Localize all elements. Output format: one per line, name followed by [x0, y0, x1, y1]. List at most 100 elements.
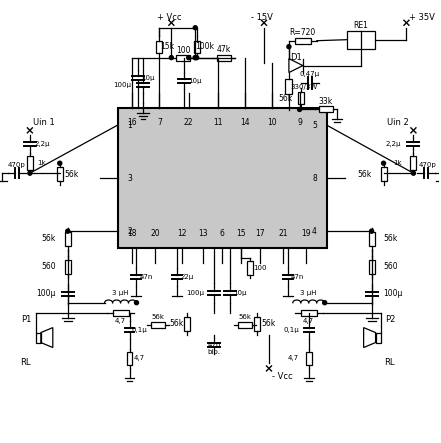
Text: 56k: 56k [152, 314, 165, 320]
Text: + 35V: + 35V [409, 13, 435, 22]
Text: 10µ: 10µ [233, 290, 247, 296]
Text: 3: 3 [127, 174, 132, 183]
Bar [112, 310, 128, 316]
Text: 6: 6 [220, 229, 224, 238]
Circle shape [323, 301, 327, 305]
Text: 16: 16 [127, 118, 137, 128]
Circle shape [135, 301, 138, 305]
Text: 20: 20 [150, 229, 160, 238]
Text: 2,2µ: 2,2µ [34, 141, 49, 147]
Bar [347, 31, 374, 49]
Text: 1k: 1k [393, 160, 401, 166]
Text: 10: 10 [268, 118, 277, 128]
Text: 47µ: 47µ [208, 342, 221, 347]
Text: 19: 19 [301, 229, 310, 238]
Text: + Vcc: + Vcc [157, 13, 182, 22]
Text: 100µ: 100µ [186, 290, 204, 296]
Circle shape [187, 56, 191, 60]
Text: RE1: RE1 [353, 21, 368, 30]
Text: 0,1µ: 0,1µ [283, 326, 299, 333]
Text: RL: RL [384, 358, 395, 367]
Text: 56k: 56k [262, 319, 276, 328]
Text: 100µ: 100µ [113, 82, 131, 88]
Text: 0,1µ: 0,1µ [131, 326, 147, 333]
Text: 56k: 56k [169, 319, 183, 328]
Bar [176, 54, 190, 61]
Bar [36, 333, 41, 342]
Text: Uin 2: Uin 2 [387, 118, 408, 127]
Bar [254, 317, 260, 330]
Text: 2: 2 [127, 227, 132, 236]
Text: 4,7: 4,7 [134, 355, 145, 361]
Text: 0,47µ: 0,47µ [300, 70, 320, 77]
Text: 7: 7 [157, 118, 162, 128]
Text: - 15V: - 15V [251, 13, 273, 22]
Text: 4,7: 4,7 [288, 355, 299, 361]
Bar [369, 232, 374, 246]
Text: 15: 15 [236, 229, 246, 238]
Text: 4: 4 [312, 227, 317, 236]
Text: 100k: 100k [195, 42, 214, 51]
Text: 56k: 56k [279, 94, 293, 103]
Circle shape [287, 45, 291, 49]
Text: 22: 22 [184, 118, 194, 128]
Text: 10µ: 10µ [188, 78, 202, 84]
Bar [57, 167, 63, 181]
Text: 15k: 15k [160, 42, 175, 51]
Bar [319, 106, 333, 113]
Text: 100: 100 [176, 46, 191, 55]
Bar [376, 333, 381, 342]
Bar [157, 41, 162, 53]
Bar [217, 54, 231, 61]
Circle shape [298, 108, 302, 112]
Text: bip.: bip. [208, 349, 220, 354]
Bar [65, 260, 71, 274]
Text: 560: 560 [41, 262, 56, 271]
Text: 3 µH: 3 µH [300, 290, 317, 296]
Text: 56k: 56k [384, 234, 398, 244]
Text: 470p: 470p [419, 162, 436, 168]
Text: 10µ: 10µ [142, 74, 155, 81]
Text: 21: 21 [278, 229, 288, 238]
Text: 47k: 47k [217, 45, 231, 54]
Circle shape [28, 171, 32, 175]
Text: 2,2µ: 2,2µ [386, 141, 401, 147]
Text: 47n: 47n [291, 274, 304, 280]
Bar [118, 109, 327, 248]
Text: - Vcc: - Vcc [272, 372, 292, 381]
Bar [65, 232, 71, 246]
Text: 22µ: 22µ [181, 274, 194, 280]
Text: 56k: 56k [239, 314, 251, 320]
Text: 56k: 56k [41, 234, 56, 244]
Bar [184, 317, 190, 330]
Text: 100µ: 100µ [384, 289, 403, 298]
Text: 3 µH: 3 µH [112, 290, 129, 296]
Text: 47n: 47n [139, 274, 153, 280]
Circle shape [58, 161, 62, 165]
Bar [247, 261, 254, 275]
Bar [298, 93, 304, 105]
Circle shape [193, 26, 197, 30]
Text: 33k: 33k [319, 97, 333, 106]
Text: 100µ: 100µ [37, 289, 56, 298]
Bar [27, 156, 33, 170]
Text: RL: RL [20, 358, 30, 367]
Text: 330/3W: 330/3W [290, 84, 318, 89]
Text: 13: 13 [198, 229, 208, 238]
Text: 12: 12 [178, 229, 187, 238]
Text: 56k: 56k [357, 170, 372, 179]
Text: 1: 1 [127, 120, 132, 130]
Text: 4,7: 4,7 [115, 318, 126, 324]
Circle shape [193, 56, 197, 60]
Circle shape [66, 229, 70, 233]
Text: 560: 560 [384, 262, 398, 271]
Circle shape [411, 171, 415, 175]
Text: 8: 8 [312, 174, 317, 183]
Bar [306, 351, 312, 365]
Text: Uin 1: Uin 1 [33, 118, 55, 127]
Text: 5: 5 [312, 120, 317, 130]
Bar [411, 156, 416, 170]
Text: P2: P2 [385, 315, 396, 324]
Bar [151, 322, 165, 327]
Text: 18: 18 [127, 229, 137, 238]
